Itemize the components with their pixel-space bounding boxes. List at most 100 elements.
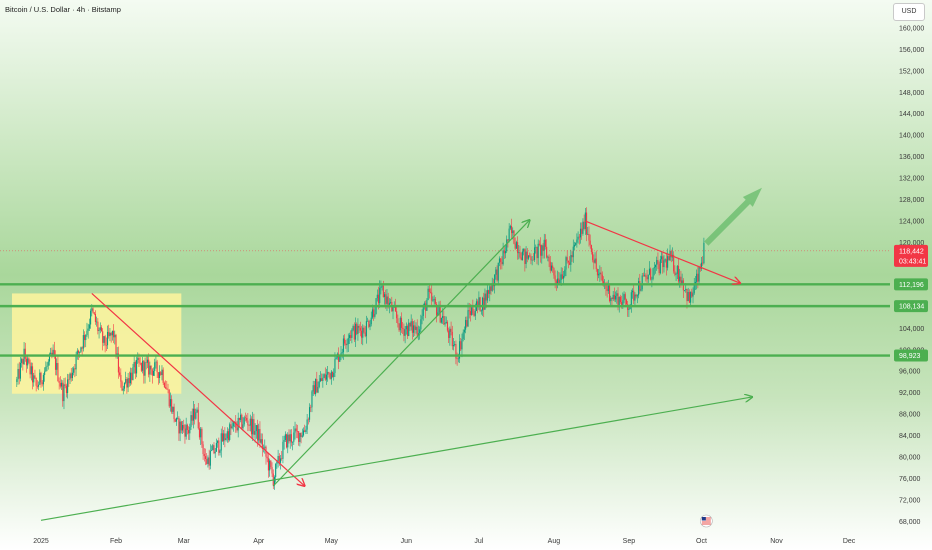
candle-body	[321, 378, 323, 381]
candle	[321, 373, 323, 382]
candle-body	[325, 374, 328, 380]
candle	[125, 371, 127, 385]
candle-body	[690, 291, 692, 303]
candle	[619, 294, 621, 304]
candle	[111, 330, 113, 341]
candle-body	[58, 380, 60, 383]
x-tick-label: Feb	[110, 538, 122, 545]
candle	[608, 285, 611, 303]
candle	[390, 298, 392, 305]
candle	[264, 439, 266, 454]
candle-body	[211, 450, 213, 451]
candle-body	[610, 298, 612, 302]
candle	[631, 288, 634, 299]
resistance-trend-line	[91, 292, 305, 486]
candle-body	[592, 251, 594, 261]
candle	[406, 324, 409, 339]
candle-body	[161, 369, 163, 376]
candle-body	[624, 294, 626, 300]
candle-body	[215, 442, 217, 452]
candle-body	[111, 330, 113, 336]
candle	[638, 277, 640, 299]
candle-body	[495, 269, 497, 275]
candle-body	[80, 347, 82, 352]
candle	[310, 404, 312, 413]
candle	[117, 346, 119, 379]
candle	[540, 237, 542, 263]
candle	[627, 300, 629, 317]
candle-body	[100, 327, 103, 332]
candle-body	[253, 419, 255, 435]
candle-body	[226, 431, 228, 439]
candle-body	[451, 331, 453, 347]
candle-body	[98, 329, 100, 331]
candle	[305, 425, 307, 435]
candle	[269, 458, 271, 477]
candle	[408, 318, 410, 337]
candle-body	[139, 362, 141, 364]
candle-body	[468, 310, 470, 312]
candle-body	[113, 330, 115, 338]
candle	[31, 362, 34, 390]
candle-body	[577, 236, 579, 240]
candle	[413, 321, 415, 337]
candle	[511, 218, 513, 240]
candle-body	[691, 291, 693, 297]
candle-body	[308, 407, 311, 420]
candle-body	[270, 460, 272, 468]
candle-body	[330, 371, 332, 379]
candle-body	[687, 292, 689, 302]
candle	[358, 324, 360, 334]
candle-body	[429, 291, 432, 293]
candle-body	[413, 325, 415, 333]
candle-body	[359, 327, 361, 331]
candle	[36, 380, 38, 389]
candle-body	[207, 457, 209, 464]
candle	[648, 261, 651, 276]
candle-body	[230, 424, 232, 429]
currency-button[interactable]: USD	[893, 3, 925, 21]
candle-body	[576, 239, 578, 243]
candle	[521, 248, 524, 261]
candle-body	[501, 262, 503, 265]
candle-body	[361, 330, 363, 338]
candle-body	[549, 261, 551, 271]
candle	[213, 442, 215, 455]
candle-body	[623, 294, 625, 301]
candle-body	[86, 330, 88, 335]
candle	[641, 272, 643, 292]
candle	[582, 218, 584, 236]
candle-body	[87, 328, 89, 331]
candle	[490, 284, 492, 295]
candle-body	[538, 243, 540, 245]
candle	[346, 338, 348, 353]
flag-icon-bg	[700, 514, 713, 528]
candle	[396, 306, 398, 323]
candle-body	[246, 418, 248, 421]
candle	[140, 362, 142, 373]
candle-body	[202, 444, 204, 455]
candle	[57, 355, 59, 382]
candle-body	[67, 379, 69, 394]
candle-body	[677, 265, 680, 282]
candle-body	[138, 357, 140, 363]
candle	[466, 316, 468, 328]
candle	[383, 291, 386, 305]
candle	[259, 421, 261, 448]
candle-body	[42, 374, 44, 385]
candle-body	[250, 418, 253, 435]
candle-body	[531, 259, 533, 261]
candle-body	[593, 260, 595, 263]
candle-body	[298, 431, 300, 442]
candle-body	[157, 372, 159, 379]
candle	[607, 279, 609, 294]
candle	[136, 356, 138, 378]
candle-body	[448, 330, 450, 338]
candle-body	[639, 281, 641, 291]
candle-body	[264, 446, 266, 448]
candle-body	[238, 417, 240, 420]
candle	[203, 448, 205, 462]
candle	[414, 320, 416, 337]
candle-body	[214, 451, 216, 454]
